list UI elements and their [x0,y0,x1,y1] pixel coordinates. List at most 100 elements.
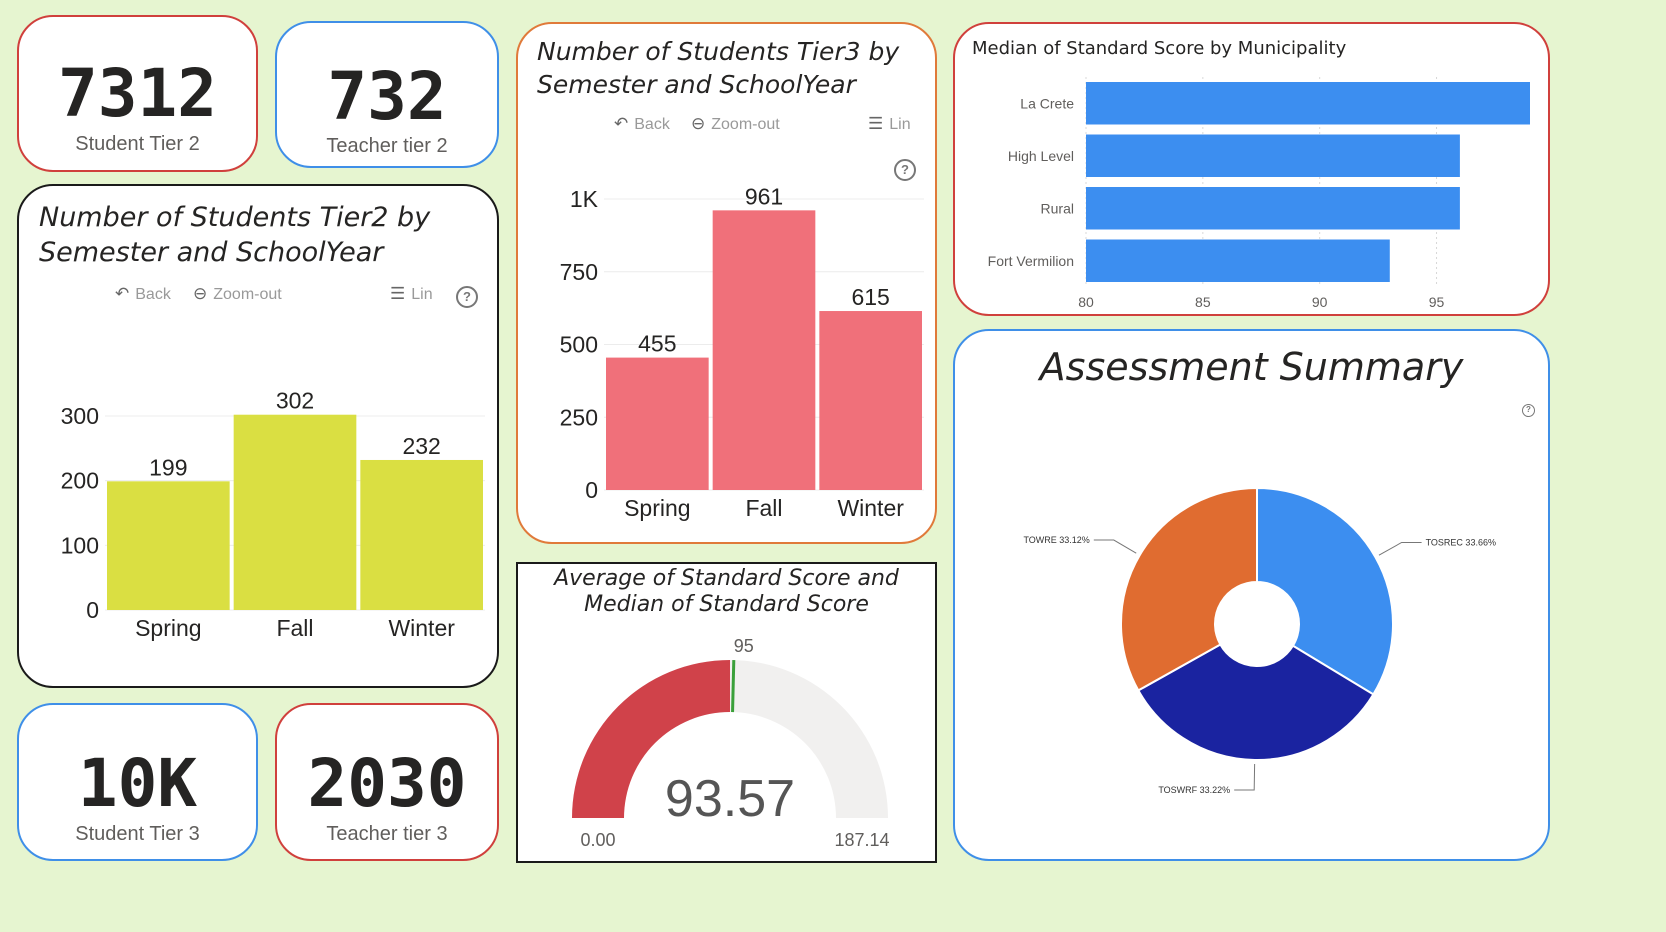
gauge-value-label: 93.57 [665,770,795,828]
back-label: Back [135,286,171,303]
pie-slice-label: TOWRE 33.12% [1023,535,1089,545]
x-tick-label: 85 [1195,294,1211,309]
bar [1086,134,1460,177]
chart-title: Median of Standard Score by Municipality [972,38,1347,59]
data-label: 302 [276,388,314,414]
tier3-chart-card: Number of Students Tier3 by Semester and… [516,22,937,544]
y-tick-label: Fort Vermilion [988,253,1074,269]
x-tick-label: Winter [837,495,904,521]
y-tick-label: Rural [1041,200,1074,216]
chart-title-line1: Number of Students Tier2 by [39,202,431,233]
pie-slice [1256,486,1394,696]
x-tick-label: 95 [1429,294,1445,309]
y-tick-label: 100 [61,532,99,558]
chart-title: Number of Students Tier3 by Semester and… [537,36,899,101]
kpi-label: Teacher tier 2 [326,135,448,157]
pie-slice [1136,643,1375,761]
pie-slice [1120,486,1258,692]
back-label: Back [634,116,670,133]
back-arrow-icon: ↶ [115,284,130,303]
zoom-out-button[interactable]: ⊖ Zoom-out [193,284,282,304]
y-tick-label: 750 [560,259,598,285]
bar [606,357,709,490]
bar [819,311,922,490]
kpi-value: 732 [327,58,447,135]
bar [233,414,357,610]
chart-toolbar: ↶ Back ⊖ Zoom-out ☰ Lin [19,284,497,308]
zoom-out-label: Zoom-out [711,116,780,133]
lin-button[interactable]: ☰ Lin [868,114,911,134]
kpi-value: 2030 [307,745,467,822]
municipality-chart-card: Median of Standard Score by Municipality… [953,22,1550,316]
gauge-target-marker [731,660,736,713]
chart-toolbar: ↶ Back ⊖ Zoom-out ☰ Lin [518,114,935,138]
back-button[interactable]: ↶ Back [115,284,171,304]
assessment-summary-card: Assessment Summary ? TOSREC 33.66% TOSWRF… [953,329,1550,861]
y-tick-label: 0 [585,477,598,503]
kpi-value: 10K [77,745,198,822]
gauge-target-label: 95 [734,636,754,656]
list-icon: ☰ [390,284,406,303]
zoom-out-icon: ⊖ [193,284,208,303]
kpi-card-teacher-tier3: 2030 Teacher tier 3 [275,703,499,861]
y-tick-label: 300 [61,403,99,429]
kpi-label: Student Tier 3 [75,823,200,845]
data-label: 961 [745,183,783,209]
y-tick-label: 1K [570,186,599,212]
tier2-chart-card: Number of Students Tier2 by Semester and… [17,184,499,688]
x-tick-label: Fall [745,495,782,521]
zoom-out-button[interactable]: ⊖ Zoom-out [691,114,780,134]
kpi-label: Teacher tier 3 [326,823,448,845]
kpi-card-teacher-tier2: 732 Teacher tier 2 [275,21,499,168]
tier2-bar-chart: 0 100 200 300 199 Spring 302 Fall 232 Winter [61,388,485,641]
tier3-bar-chart: 0 250 500 750 1K 455 Spring 961 Fall 615 Winter [560,183,924,521]
gauge-max-label: 187.14 [834,830,889,850]
zoom-out-label: Zoom-out [213,286,282,303]
y-tick-label: 0 [86,597,99,623]
kpi-value: 7312 [58,55,217,132]
help-icon[interactable]: ? [1522,404,1535,417]
pie-leader-line [1234,763,1256,791]
chart-title-line1: Average of Standard Score and [554,566,899,591]
bar [107,481,230,610]
chart-title-line2: Median of Standard Score [584,592,869,618]
kpi-label: Student Tier 2 [75,133,200,155]
assessment-donut-chart: TOSREC 33.66% TOSWRF 33.22% TOWRE 33.12% [1023,486,1496,795]
x-tick-label: 90 [1312,294,1328,309]
y-tick-label: High Level [1008,148,1074,164]
x-tick-label: Fall [276,615,313,641]
chart-title: Average of Standard Score and Median of … [518,566,935,619]
back-arrow-icon: ↶ [614,114,629,133]
chart-title-line2: Semester and SchoolYear [39,237,384,269]
back-button[interactable]: ↶ Back [614,114,670,134]
pie-slice-label: TOSREC 33.66% [1426,537,1496,547]
chart-title: Number of Students Tier2 by Semester and… [39,200,430,270]
gauge-chart: 95 93.57 0.00 187.14 [572,636,890,850]
kpi-card-student-tier3: 10K Student Tier 3 [17,703,258,861]
chart-title-line1: Number of Students Tier3 by [537,37,900,66]
x-tick-label: Spring [624,495,690,521]
data-label: 455 [638,331,676,357]
municipality-bar-chart: 80 85 90 95 La Crete High Level Rural Fort Verm… [988,77,1530,309]
bar [712,210,816,490]
x-tick-label: Spring [135,615,201,641]
gauge-chart-card: Average of Standard Score and Median of … [516,562,937,863]
help-icon[interactable]: ? [894,159,916,181]
lin-button[interactable]: ☰ Lin [390,284,433,304]
help-icon[interactable]: ? [456,286,478,308]
gauge-min-label: 0.00 [580,830,615,850]
pie-leader-line [1093,539,1137,554]
data-label: 199 [149,454,187,480]
data-label: 232 [402,433,440,459]
bar [1086,187,1460,230]
bar [360,459,483,610]
pie-leader-line [1378,541,1422,556]
y-tick-label: 250 [560,404,598,430]
lin-label: Lin [411,286,433,303]
gauge-fill [572,660,730,818]
zoom-out-icon: ⊖ [691,114,706,133]
y-tick-label: 200 [61,468,99,494]
pie-slice-label: TOSWRF 33.22% [1158,785,1230,795]
lin-label: Lin [889,116,911,133]
bar [1086,82,1530,125]
